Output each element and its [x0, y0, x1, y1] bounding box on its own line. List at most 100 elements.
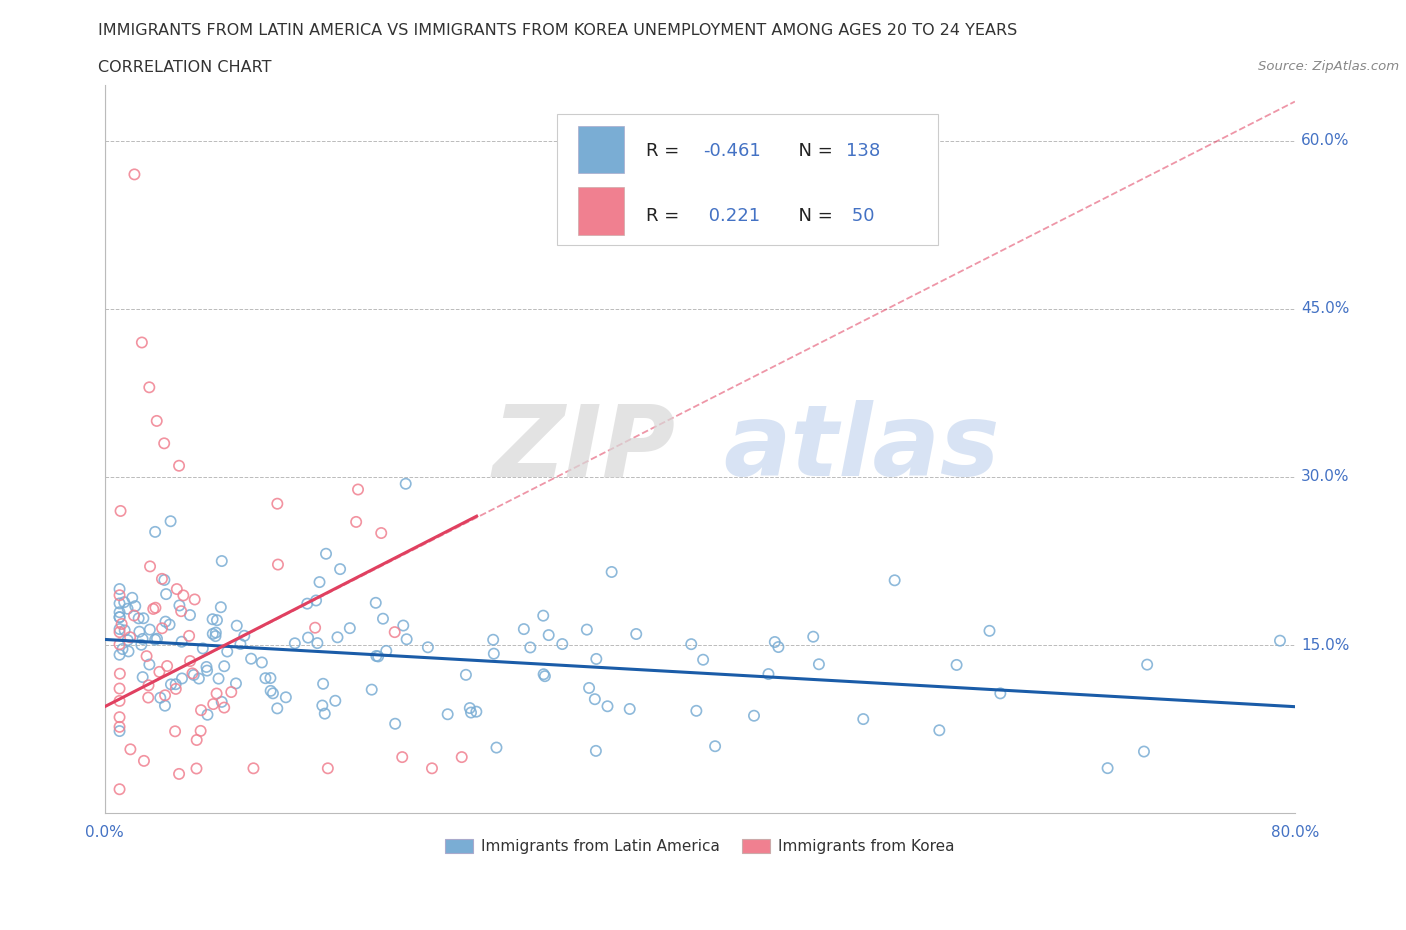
Point — [316, 761, 339, 776]
Point — [450, 750, 472, 764]
Point — [201, 612, 224, 627]
Point — [371, 611, 394, 626]
Point — [1097, 761, 1119, 776]
Point — [131, 637, 153, 652]
Text: IMMIGRANTS FROM LATIN AMERICA VS IMMIGRANTS FROM KOREA UNEMPLOYMENT AMONG AGES 2: IMMIGRANTS FROM LATIN AMERICA VS IMMIGRA… — [98, 23, 1018, 38]
Point — [131, 631, 153, 646]
Point — [460, 705, 482, 720]
Point — [159, 618, 181, 632]
Point — [143, 525, 166, 539]
Text: atlas: atlas — [724, 401, 1000, 498]
Point — [485, 740, 508, 755]
Point — [108, 666, 131, 681]
Point — [166, 581, 188, 596]
Point — [988, 686, 1011, 701]
Point — [1268, 633, 1291, 648]
Point — [217, 644, 239, 659]
Point — [207, 671, 229, 686]
Point — [138, 379, 160, 394]
Point — [150, 621, 173, 636]
Point — [153, 436, 176, 451]
Point — [170, 604, 193, 618]
Point — [136, 690, 159, 705]
Point — [454, 668, 477, 683]
Point — [928, 723, 950, 737]
Point — [233, 629, 256, 644]
Point — [202, 697, 225, 711]
Point — [212, 700, 235, 715]
Point — [513, 621, 536, 636]
Point — [124, 599, 146, 614]
Text: ZIP: ZIP — [494, 401, 676, 498]
Point — [181, 666, 204, 681]
FancyBboxPatch shape — [578, 126, 624, 173]
Point — [108, 647, 131, 662]
Point — [117, 632, 139, 647]
Point — [1136, 658, 1159, 672]
Point — [108, 621, 131, 636]
Point — [187, 671, 209, 686]
Point — [146, 631, 169, 646]
Point — [205, 613, 228, 628]
Text: 45.0%: 45.0% — [1301, 301, 1350, 316]
Point — [142, 602, 165, 617]
Point — [692, 652, 714, 667]
Point — [304, 620, 326, 635]
Point — [138, 658, 160, 672]
Point — [551, 637, 574, 652]
Point — [370, 525, 392, 540]
Point — [211, 695, 233, 710]
Point — [212, 658, 235, 673]
Point — [416, 640, 439, 655]
Point — [108, 681, 131, 696]
Point — [392, 618, 415, 633]
Point — [108, 694, 131, 709]
Point — [364, 595, 387, 610]
Point — [685, 703, 707, 718]
Point — [807, 657, 830, 671]
Point — [190, 703, 212, 718]
Point — [326, 630, 349, 644]
Point — [131, 670, 153, 684]
Point — [179, 607, 201, 622]
Point — [186, 761, 208, 776]
Point — [108, 596, 131, 611]
Point — [120, 742, 142, 757]
Point — [339, 620, 361, 635]
Point — [170, 671, 193, 686]
Point — [482, 646, 505, 661]
Point — [360, 683, 382, 698]
Point — [1133, 744, 1156, 759]
Point — [165, 724, 187, 738]
Point — [204, 629, 226, 644]
Point — [190, 724, 212, 738]
Point — [145, 414, 167, 429]
Point — [205, 625, 228, 640]
Text: Source: ZipAtlas.com: Source: ZipAtlas.com — [1258, 60, 1399, 73]
Point — [165, 682, 187, 697]
Point — [153, 698, 176, 713]
Text: N =: N = — [787, 207, 838, 225]
Point — [108, 604, 131, 619]
Point — [108, 625, 131, 640]
Point — [191, 641, 214, 656]
Point — [110, 503, 132, 518]
Point — [945, 658, 967, 672]
Point — [578, 681, 600, 696]
Point — [585, 652, 607, 667]
Point — [183, 668, 205, 683]
Point — [436, 707, 458, 722]
Point — [583, 692, 606, 707]
Point — [201, 627, 224, 642]
Point — [195, 659, 218, 674]
Point — [391, 750, 413, 764]
Point — [155, 587, 177, 602]
Point — [108, 782, 131, 797]
Point — [537, 628, 560, 643]
Point — [266, 497, 288, 512]
Point — [596, 698, 619, 713]
Point — [111, 642, 134, 657]
Point — [143, 632, 166, 647]
Text: 60.0%: 60.0% — [1301, 133, 1350, 148]
Point — [585, 743, 607, 758]
